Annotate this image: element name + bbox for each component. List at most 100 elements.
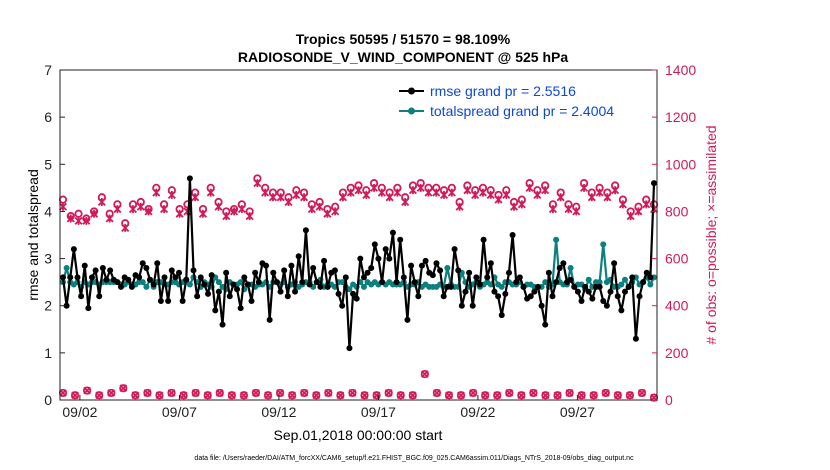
rmse-point [553,279,560,286]
rmse-point [176,269,183,276]
rmse-point [643,269,650,276]
spread-point [186,281,193,288]
obs-assimilated-marker [74,216,83,225]
rmse-point [281,267,288,274]
obs-assimilated-marker-low [95,391,104,400]
obs-assimilated-marker [603,193,612,202]
rmse-point [509,232,516,238]
rmse-point [208,272,215,279]
obs-assimilated-marker-low [408,391,417,400]
y-left-tick-label: 2 [44,298,52,314]
obs-assimilated-marker-low [119,384,128,393]
spread-point [143,283,150,290]
rmse-point [350,290,357,297]
rmse-point [161,274,168,281]
rmse-point [248,298,255,304]
obs-assimilated-marker [471,190,480,199]
obs-assimilated-marker-low [167,389,176,397]
obs-assimilated-marker-low [565,389,574,397]
rmse-point [585,288,592,295]
rmse-point [143,265,150,271]
obs-assimilated-marker-low [360,391,369,400]
rmse-point [70,246,77,253]
obs-assimilated-marker-low [541,391,550,400]
rmse-point [458,302,465,309]
obs-assimilated-marker [175,209,184,218]
rmse-point [400,274,407,281]
rmse-point [476,281,483,288]
rmse-point [154,260,161,267]
x-axis-label: Sep.01,2018 00:00:00 start [274,427,443,443]
obs-possible-marker-low [324,388,333,398]
obs-assimilated-marker [393,188,402,197]
rmse-point [651,180,658,187]
data-file-footer: data file: /Users/raeder/DAI/ATM_forcXX/… [194,455,634,462]
y-axis-left-label: rmse and totalspread [25,169,41,301]
obs-assimilated-marker [90,209,99,218]
rmse-point [342,274,349,281]
obs-possible-marker-low [553,391,562,400]
obs-possible-marker-low [637,388,647,398]
obs-assimilated-marker [198,209,208,218]
obs-assimilated-marker [346,188,355,197]
obs-possible-marker-low [505,388,514,398]
obs-assimilated-marker [572,207,581,216]
rmse-point [629,274,636,281]
rmse-point [339,302,346,309]
rmse-point [534,283,541,290]
spread-point [444,265,451,271]
obs-assimilated-marker [152,188,161,197]
y-left-tick-label: 4 [44,203,52,219]
obs-possible-marker-low [577,391,586,400]
rmse-point [567,276,574,283]
obs-assimilated-marker [463,186,472,195]
rmse-point [603,302,610,309]
obs-possible-marker-low [432,388,442,398]
obs-assimilated-marker [268,193,277,202]
rmse-point [172,274,179,281]
rmse-point [640,279,647,286]
obs-possible-marker-low [625,391,634,400]
obs-assimilated-marker [525,183,534,192]
rmse-point [375,255,382,262]
rmse-point [244,281,251,288]
obs-possible-marker-low [481,391,490,400]
legend-rmse-marker [408,87,415,95]
obs-assimilated-marker [486,190,495,199]
chart-title-line2: RADIOSONDE_V_WIND_COMPONENT @ 525 hPa [238,49,568,65]
x-tick-label: 09/07 [162,404,197,420]
rmse-point [295,253,302,260]
obs-assimilated-marker-low [228,391,236,400]
rmse-point [234,286,241,293]
obs-possible-marker-low [384,388,393,398]
obs-assimilated-marker [167,190,176,199]
rmse-point [59,274,66,281]
obs-assimilated-marker [315,202,324,211]
obs-assimilated-marker [58,202,68,211]
rmse-point [331,267,338,274]
rmse-point [237,305,244,312]
obs-possible-marker-low [131,391,140,400]
obs-possible-marker-low [95,391,104,400]
rmse-point [364,269,371,276]
rmse-point [611,260,618,267]
obs-assimilated-marker [245,212,254,221]
rmse-point [622,288,629,295]
spread-point [215,279,222,286]
obs-assimilated-marker [494,195,503,204]
obs-assimilated-marker [611,186,620,195]
spread-point [600,241,607,248]
rmse-point [85,305,92,312]
spread-point [585,276,592,283]
spread-point [618,281,625,288]
obs-assimilated-marker [276,193,285,202]
rmse-point [107,267,114,274]
obs-assimilated-marker [385,193,394,202]
rmse-point [183,276,190,283]
obs-assimilated-marker [206,188,215,197]
rmse-point [578,298,585,304]
rmse-point [491,288,498,295]
obs-assimilated-marker-low [517,391,526,400]
rmse-point [147,276,154,283]
